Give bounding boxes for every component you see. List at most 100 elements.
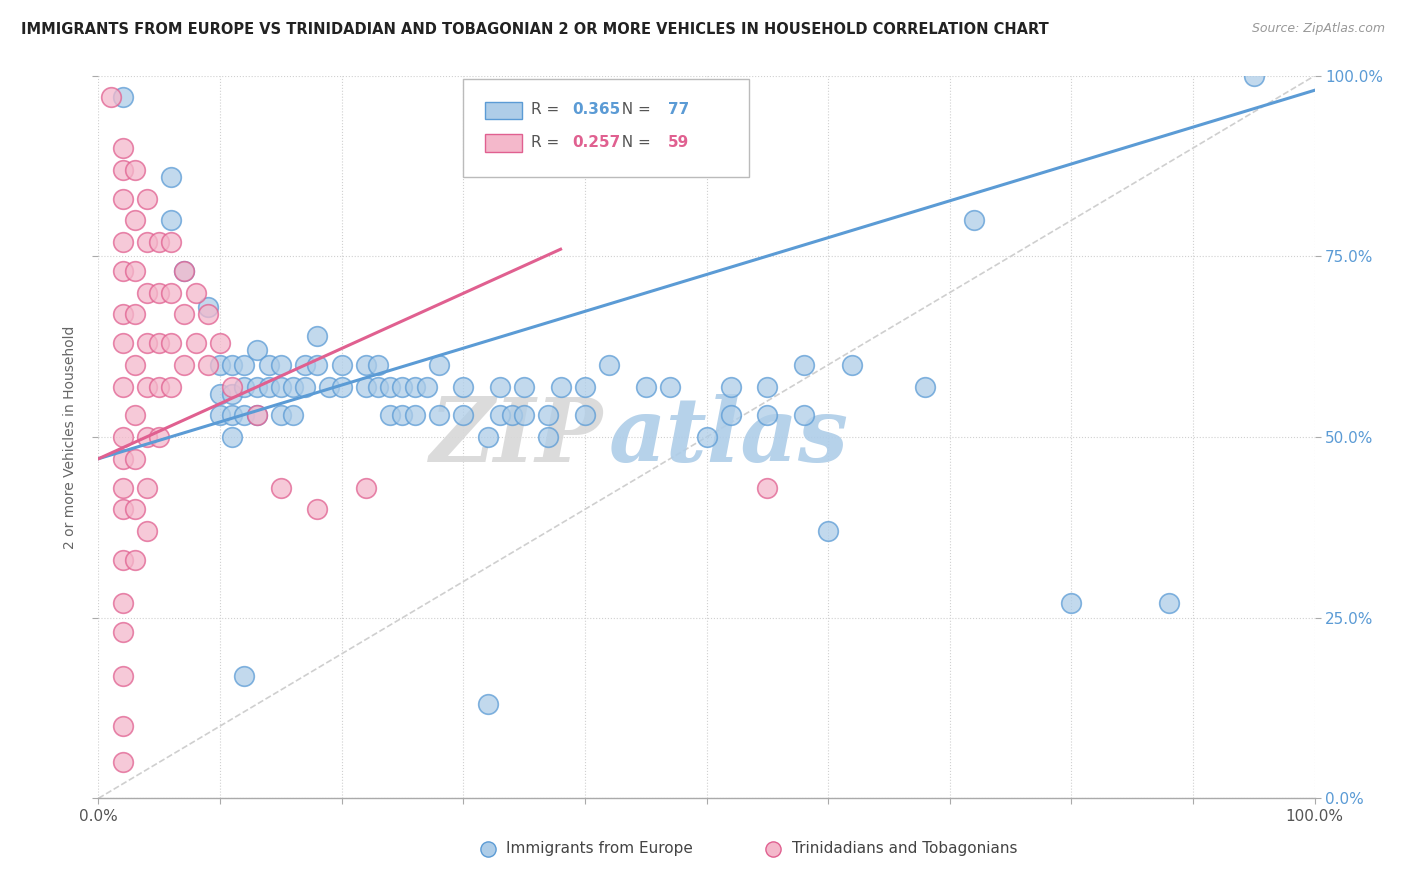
Y-axis label: 2 or more Vehicles in Household: 2 or more Vehicles in Household bbox=[63, 326, 77, 549]
Point bbox=[659, 379, 682, 393]
Point bbox=[160, 379, 183, 393]
Point bbox=[307, 358, 329, 372]
Text: Trinidadians and Tobagonians: Trinidadians and Tobagonians bbox=[792, 841, 1017, 856]
Point bbox=[124, 162, 146, 177]
Point bbox=[124, 553, 146, 567]
Point bbox=[111, 192, 134, 206]
Point bbox=[209, 409, 232, 423]
Point bbox=[257, 379, 280, 393]
Point bbox=[270, 358, 292, 372]
Point bbox=[111, 141, 134, 155]
Point bbox=[233, 379, 256, 393]
Point bbox=[136, 379, 159, 393]
Point bbox=[245, 379, 267, 393]
FancyBboxPatch shape bbox=[485, 102, 522, 120]
Point bbox=[756, 409, 779, 423]
Point bbox=[173, 264, 195, 278]
Point bbox=[124, 307, 146, 321]
Point bbox=[488, 379, 510, 393]
Point bbox=[404, 409, 426, 423]
Point bbox=[100, 90, 122, 104]
Point bbox=[136, 285, 159, 300]
Point bbox=[453, 409, 475, 423]
Point bbox=[453, 379, 475, 393]
Text: ZIP: ZIP bbox=[430, 394, 603, 480]
Point bbox=[148, 336, 170, 351]
Text: 77: 77 bbox=[668, 103, 689, 117]
Point bbox=[574, 379, 596, 393]
Point bbox=[124, 409, 146, 423]
Point bbox=[111, 90, 134, 104]
Point bbox=[841, 358, 863, 372]
Point bbox=[160, 169, 183, 184]
Text: Source: ZipAtlas.com: Source: ZipAtlas.com bbox=[1251, 22, 1385, 36]
Point bbox=[136, 481, 159, 495]
Point bbox=[380, 409, 402, 423]
Point bbox=[488, 409, 510, 423]
Point bbox=[501, 409, 523, 423]
Point bbox=[720, 409, 742, 423]
Point bbox=[281, 379, 304, 393]
Point bbox=[963, 213, 986, 227]
Point bbox=[404, 379, 426, 393]
Point bbox=[111, 379, 134, 393]
Point bbox=[793, 358, 815, 372]
Point bbox=[197, 358, 219, 372]
Point bbox=[173, 264, 195, 278]
Text: Immigrants from Europe: Immigrants from Europe bbox=[506, 841, 693, 856]
Point bbox=[124, 358, 146, 372]
FancyBboxPatch shape bbox=[485, 135, 522, 152]
Point bbox=[756, 379, 779, 393]
Point bbox=[270, 379, 292, 393]
Text: IMMIGRANTS FROM EUROPE VS TRINIDADIAN AND TOBAGONIAN 2 OR MORE VEHICLES IN HOUSE: IMMIGRANTS FROM EUROPE VS TRINIDADIAN AN… bbox=[21, 22, 1049, 37]
Point bbox=[160, 235, 183, 249]
Point bbox=[148, 379, 170, 393]
Text: atlas: atlas bbox=[609, 394, 849, 480]
Point bbox=[233, 409, 256, 423]
Point bbox=[111, 430, 134, 444]
Point bbox=[574, 409, 596, 423]
Text: 0.257: 0.257 bbox=[572, 135, 621, 150]
Point bbox=[148, 430, 170, 444]
Point bbox=[354, 481, 377, 495]
Point bbox=[513, 379, 536, 393]
Point bbox=[111, 668, 134, 682]
Point bbox=[270, 481, 292, 495]
Point bbox=[720, 379, 742, 393]
Point bbox=[427, 358, 450, 372]
Text: N =: N = bbox=[612, 135, 655, 150]
Text: R =: R = bbox=[531, 135, 564, 150]
Point bbox=[914, 379, 936, 393]
Point bbox=[537, 430, 560, 444]
Point bbox=[294, 379, 316, 393]
Point bbox=[221, 409, 243, 423]
Point bbox=[124, 213, 146, 227]
Point bbox=[245, 409, 267, 423]
Point bbox=[817, 524, 839, 538]
Point bbox=[307, 329, 329, 343]
Point bbox=[136, 336, 159, 351]
Point bbox=[477, 430, 499, 444]
Point bbox=[416, 379, 439, 393]
Point bbox=[111, 307, 134, 321]
Point bbox=[367, 379, 389, 393]
Point bbox=[294, 358, 316, 372]
Point bbox=[380, 379, 402, 393]
Point bbox=[136, 192, 159, 206]
Point bbox=[111, 481, 134, 495]
Point bbox=[307, 502, 329, 516]
Point bbox=[233, 668, 256, 682]
Point bbox=[197, 300, 219, 314]
FancyBboxPatch shape bbox=[464, 79, 749, 177]
Point bbox=[391, 379, 413, 393]
Point bbox=[173, 307, 195, 321]
Point bbox=[111, 755, 134, 769]
Point bbox=[197, 307, 219, 321]
Point bbox=[221, 430, 243, 444]
Point bbox=[354, 358, 377, 372]
Point bbox=[793, 409, 815, 423]
Point bbox=[330, 358, 353, 372]
Point bbox=[245, 343, 267, 358]
Point bbox=[221, 379, 243, 393]
Point bbox=[245, 409, 267, 423]
